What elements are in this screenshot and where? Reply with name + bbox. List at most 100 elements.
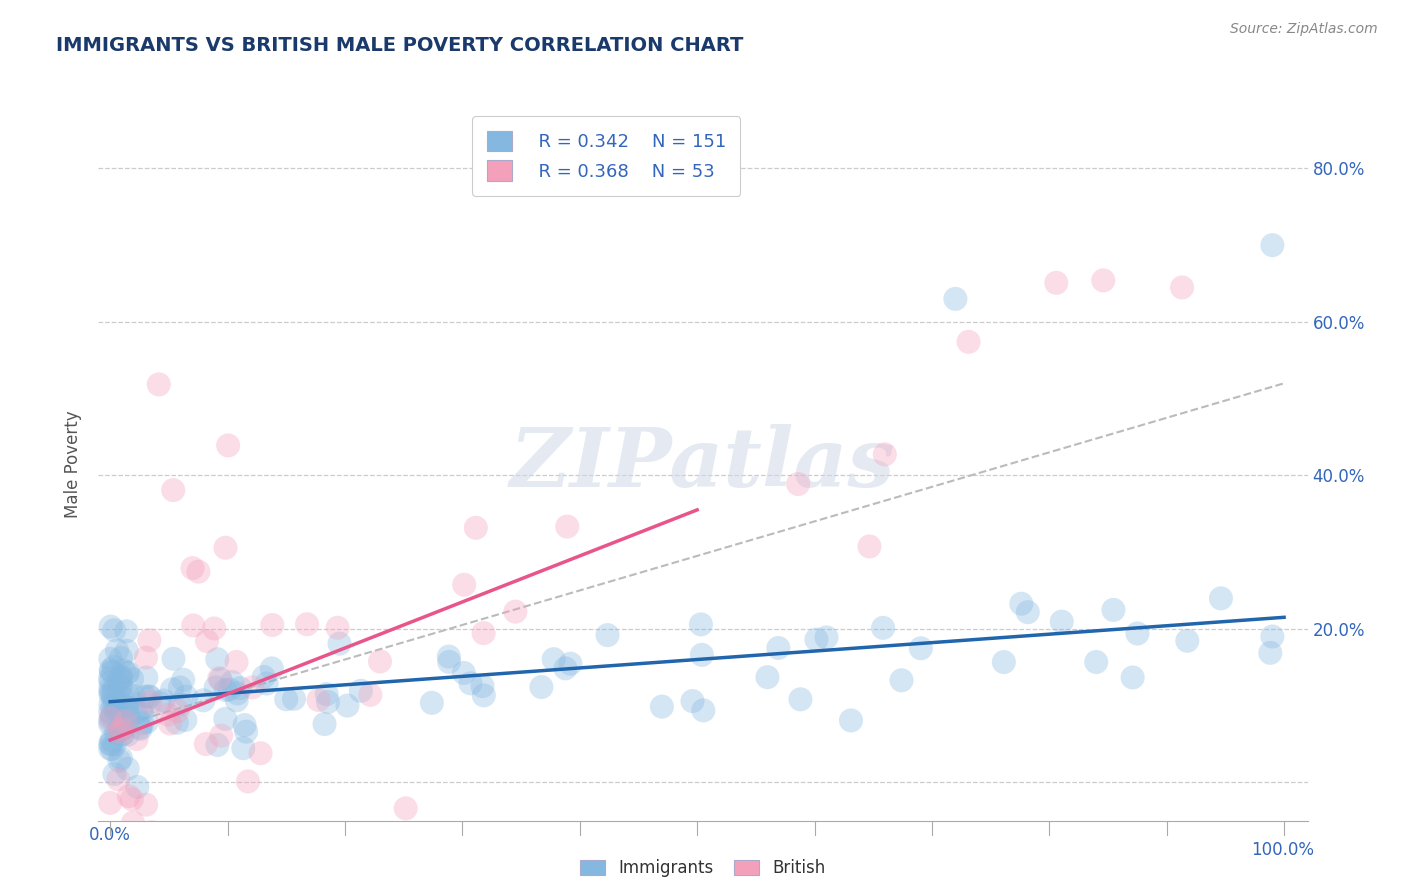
Point: [530, 680, 553, 694]
Point: [262, 618, 284, 632]
Point: [1175, 633, 1198, 648]
Point: [98, 671, 121, 685]
Point: [100, 737, 122, 751]
Point: [214, 712, 236, 726]
Point: [218, 682, 240, 697]
Point: [98, 742, 121, 756]
Point: [957, 334, 980, 349]
Point: [336, 698, 359, 713]
Text: 100.0%: 100.0%: [1251, 841, 1315, 859]
Point: [326, 621, 349, 635]
Point: [98, 705, 121, 719]
Point: [910, 641, 932, 656]
Point: [115, 624, 138, 639]
Point: [233, 718, 256, 732]
Point: [1102, 603, 1125, 617]
Point: [98, 717, 121, 731]
Point: [110, 751, 132, 765]
Point: [236, 774, 259, 789]
Point: [110, 670, 132, 684]
Point: [543, 652, 565, 666]
Point: [229, 681, 252, 695]
Point: [214, 683, 236, 698]
Point: [103, 767, 125, 781]
Point: [138, 690, 160, 704]
Point: [111, 727, 134, 741]
Point: [437, 649, 460, 664]
Point: [118, 711, 141, 725]
Point: [103, 687, 125, 701]
Point: [872, 621, 894, 635]
Point: [214, 541, 236, 555]
Point: [368, 655, 391, 669]
Point: [110, 711, 132, 725]
Point: [101, 742, 124, 756]
Point: [651, 699, 673, 714]
Point: [217, 438, 239, 452]
Point: [108, 703, 131, 717]
Point: [111, 722, 134, 736]
Point: [139, 690, 162, 704]
Point: [131, 716, 153, 731]
Point: [815, 631, 838, 645]
Point: [159, 716, 181, 731]
Point: [166, 715, 188, 730]
Point: [135, 714, 157, 729]
Point: [101, 688, 124, 702]
Point: [104, 737, 127, 751]
Point: [253, 670, 276, 684]
Point: [118, 789, 141, 804]
Point: [138, 633, 160, 648]
Text: IMMIGRANTS VS BRITISH MALE POVERTY CORRELATION CHART: IMMIGRANTS VS BRITISH MALE POVERTY CORRE…: [56, 36, 744, 54]
Point: [249, 746, 271, 760]
Point: [756, 670, 779, 684]
Point: [174, 713, 197, 727]
Point: [472, 689, 495, 703]
Point: [172, 673, 194, 687]
Point: [1017, 605, 1039, 619]
Point: [100, 710, 122, 724]
Point: [110, 651, 132, 665]
Point: [100, 711, 122, 725]
Point: [162, 483, 184, 497]
Point: [105, 725, 128, 739]
Point: [787, 477, 810, 491]
Point: [115, 700, 138, 714]
Point: [105, 704, 128, 718]
Point: [117, 728, 139, 742]
Point: [103, 660, 125, 674]
Point: [111, 671, 134, 685]
Point: [169, 698, 191, 712]
Point: [690, 648, 713, 662]
Point: [437, 655, 460, 669]
Point: [993, 655, 1015, 669]
Point: [101, 698, 124, 713]
Point: [460, 676, 482, 690]
Point: [232, 741, 254, 756]
Point: [194, 737, 217, 751]
Point: [207, 652, 229, 666]
Point: [395, 801, 418, 815]
Point: [806, 632, 828, 647]
Point: [768, 640, 790, 655]
Text: ZIPatlas: ZIPatlas: [510, 424, 896, 504]
Point: [129, 722, 152, 736]
Point: [208, 671, 231, 685]
Point: [148, 377, 170, 392]
Point: [789, 692, 811, 706]
Point: [1261, 630, 1284, 644]
Point: [453, 578, 475, 592]
Point: [1050, 615, 1073, 629]
Point: [690, 617, 713, 632]
Point: [464, 521, 486, 535]
Point: [204, 681, 226, 695]
Point: [125, 731, 148, 746]
Point: [1261, 238, 1284, 252]
Point: [115, 666, 138, 681]
Point: [166, 704, 188, 718]
Point: [945, 292, 967, 306]
Point: [98, 681, 121, 696]
Point: [242, 681, 264, 695]
Point: [131, 702, 153, 716]
Point: [453, 665, 475, 680]
